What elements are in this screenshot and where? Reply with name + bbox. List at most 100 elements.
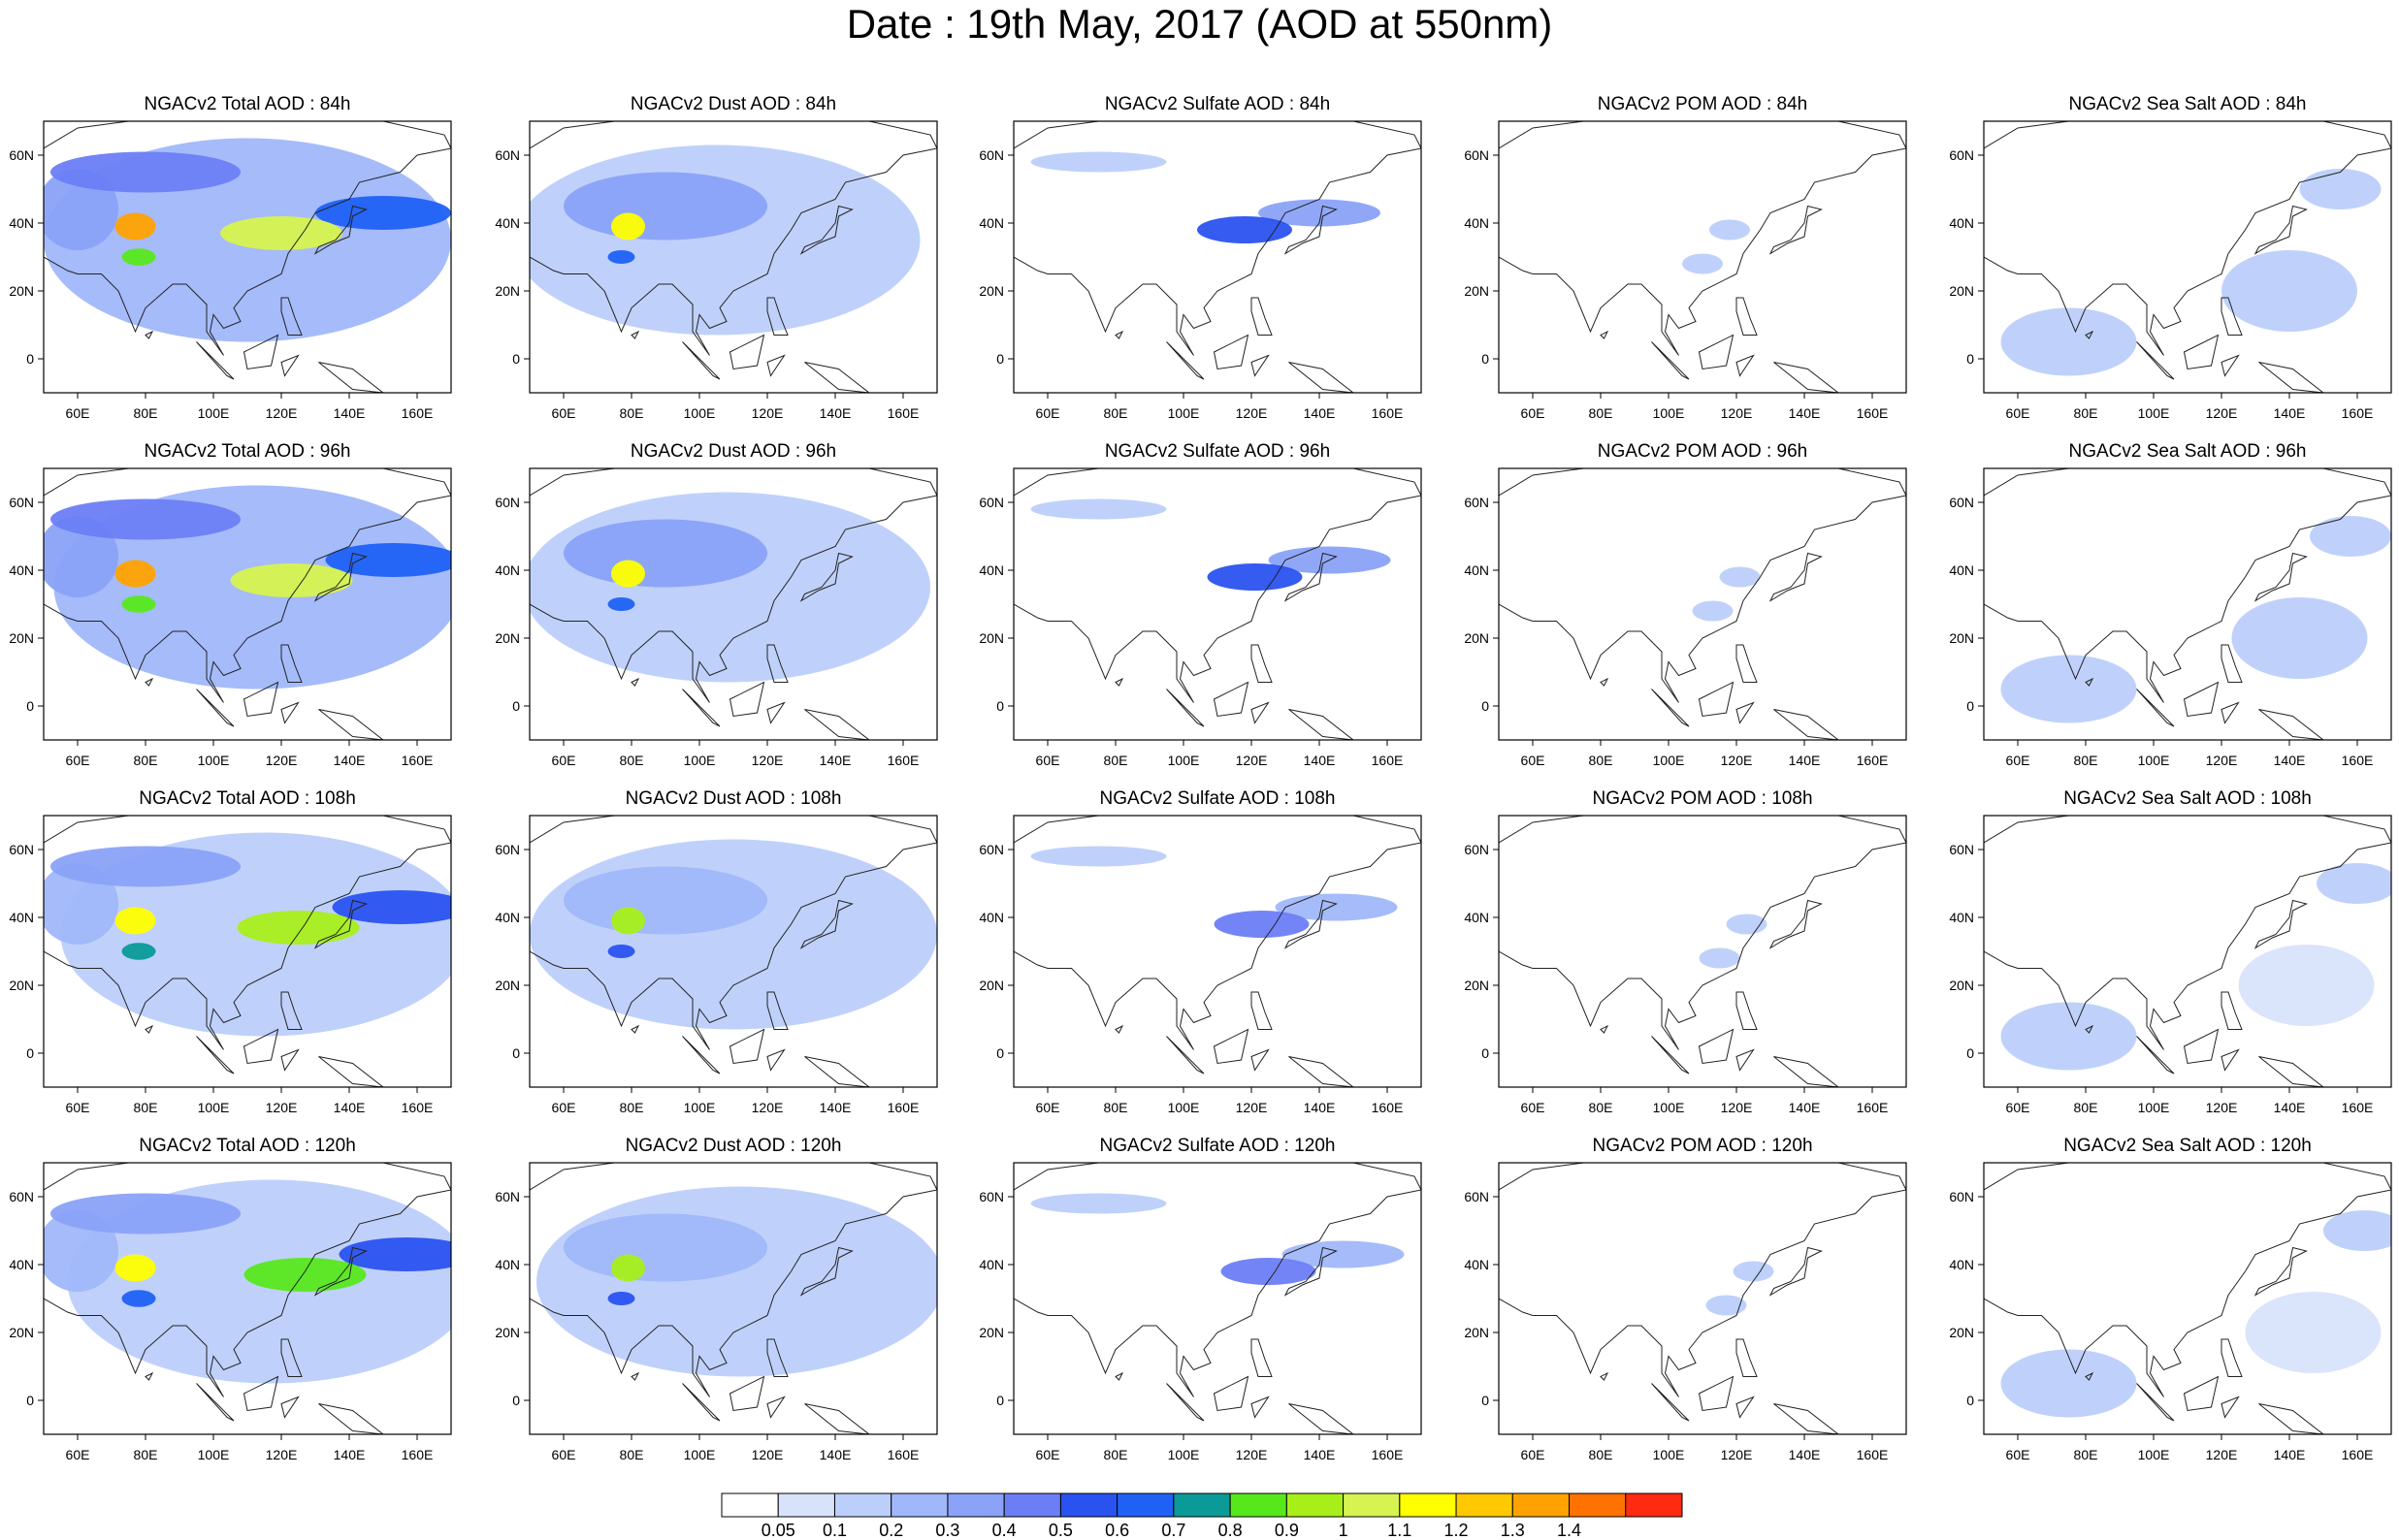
map-frame bbox=[1013, 467, 1422, 741]
coastline bbox=[631, 1371, 640, 1381]
lon-tick-label: 60E bbox=[66, 405, 90, 421]
coastline bbox=[1166, 1036, 1205, 1075]
colorbar-label: 0.5 bbox=[1049, 1521, 1073, 1539]
coastline bbox=[2258, 709, 2324, 740]
lat-tick-label: 40N bbox=[495, 562, 520, 578]
lat-tick-label: 40N bbox=[979, 562, 1004, 578]
lon-tick-label: 140E bbox=[1789, 753, 1821, 768]
aod-feature bbox=[237, 911, 360, 945]
coastline bbox=[1768, 899, 1823, 949]
lon-tick-label: 140E bbox=[1304, 753, 1336, 768]
aod-feature bbox=[530, 144, 921, 336]
aod-feature bbox=[50, 846, 241, 887]
coastline bbox=[2221, 701, 2240, 724]
lon-tick-label: 120E bbox=[1236, 405, 1268, 421]
aod-feature bbox=[1220, 1258, 1316, 1285]
colorbar-swatch bbox=[721, 1492, 779, 1518]
aod-feature bbox=[114, 212, 156, 241]
aod-feature bbox=[1207, 563, 1303, 591]
aod-feature bbox=[611, 212, 645, 241]
coastline bbox=[1735, 1048, 1755, 1072]
coastline bbox=[1773, 1403, 1839, 1434]
lon-tick-label: 120E bbox=[752, 753, 784, 768]
aod-feature bbox=[339, 1237, 451, 1271]
colorbar-swatch bbox=[1003, 1492, 1061, 1518]
coastline bbox=[1115, 1371, 1124, 1381]
aod-feature bbox=[1726, 914, 1767, 935]
lon-tick-label: 100E bbox=[1168, 1100, 1200, 1115]
lon-tick-label: 140E bbox=[820, 405, 852, 421]
panel-title: NGACv2 Sea Salt AOD : 108h bbox=[2063, 788, 2312, 809]
coastline bbox=[1166, 1383, 1205, 1422]
aod-feature bbox=[1733, 1261, 1774, 1282]
coastline bbox=[1166, 689, 1205, 727]
lat-tick-label: 40N bbox=[1949, 215, 1974, 231]
lon-tick-label: 60E bbox=[66, 1100, 90, 1115]
coastline bbox=[44, 121, 451, 356]
coastline bbox=[196, 1036, 235, 1075]
coastline bbox=[2258, 1056, 2324, 1087]
panel-title: NGACv2 Sulfate AOD : 120h bbox=[1100, 1136, 1336, 1156]
coastline bbox=[1250, 354, 1270, 377]
lon-tick-label: 100E bbox=[1653, 1447, 1685, 1462]
aod-feature bbox=[114, 560, 156, 588]
lat-tick-label: 40N bbox=[979, 215, 1004, 231]
colorbar-label: 1.3 bbox=[1501, 1521, 1525, 1539]
lat-tick-label: 0 bbox=[996, 1393, 1004, 1408]
lon-tick-label: 60E bbox=[2006, 405, 2030, 421]
lat-tick-label: 0 bbox=[512, 1045, 520, 1061]
coastline bbox=[313, 1246, 368, 1297]
panel-title: NGACv2 Dust AOD : 120h bbox=[626, 1136, 842, 1156]
panel-title: NGACv2 Dust AOD : 108h bbox=[626, 788, 842, 809]
lat-tick-label: 20N bbox=[1464, 283, 1489, 299]
colorbar-swatch bbox=[1285, 1492, 1345, 1518]
lon-tick-label: 140E bbox=[1304, 1100, 1336, 1115]
lon-tick-label: 100E bbox=[198, 1100, 230, 1115]
coastline bbox=[2136, 341, 2175, 380]
coastline bbox=[1768, 1246, 1823, 1297]
aod-feature bbox=[1030, 846, 1167, 867]
aod-feature bbox=[1030, 151, 1167, 173]
map-frame bbox=[1983, 467, 2392, 741]
lon-tick-label: 120E bbox=[1236, 1447, 1268, 1462]
lon-tick-label: 140E bbox=[2274, 753, 2306, 768]
lat-tick-label: 20N bbox=[495, 1325, 520, 1340]
coastline bbox=[280, 1048, 300, 1072]
coastline bbox=[313, 205, 368, 255]
lat-tick-label: 20N bbox=[979, 283, 1004, 299]
map-frame bbox=[529, 120, 938, 394]
lat-tick-label: 60N bbox=[1464, 147, 1489, 163]
map-frame bbox=[529, 815, 938, 1088]
aod-feature bbox=[121, 1290, 156, 1307]
lat-tick-label: 40N bbox=[495, 215, 520, 231]
lon-tick-label: 160E bbox=[1857, 753, 1889, 768]
aod-feature bbox=[114, 1254, 156, 1282]
aod-feature bbox=[564, 519, 767, 588]
coastline bbox=[766, 1396, 786, 1419]
coastline bbox=[631, 1024, 640, 1034]
lat-tick-label: 0 bbox=[1481, 1393, 1489, 1408]
panel-title: NGACv2 Total AOD : 96h bbox=[145, 441, 351, 462]
colorbar-label: 0.9 bbox=[1275, 1521, 1299, 1539]
lon-tick-label: 80E bbox=[1104, 1447, 1128, 1462]
coastline bbox=[2258, 362, 2324, 393]
lon-tick-label: 120E bbox=[1721, 1100, 1753, 1115]
coastline bbox=[1698, 334, 1734, 370]
lon-tick-label: 60E bbox=[66, 1447, 90, 1462]
coastline bbox=[2221, 297, 2243, 336]
lat-tick-label: 0 bbox=[1966, 1393, 1974, 1408]
map-frame bbox=[529, 467, 938, 741]
lat-tick-label: 60N bbox=[495, 1189, 520, 1204]
panel-title: NGACv2 Total AOD : 120h bbox=[139, 1136, 356, 1156]
lon-tick-label: 60E bbox=[1036, 1100, 1060, 1115]
coastline bbox=[280, 354, 300, 377]
coastline bbox=[1735, 1338, 1758, 1377]
coastline bbox=[243, 681, 279, 718]
lon-tick-label: 80E bbox=[134, 753, 158, 768]
colorbar-label: 1 bbox=[1339, 1521, 1348, 1539]
coastline bbox=[280, 297, 303, 336]
coastline bbox=[2085, 330, 2094, 339]
aod-feature bbox=[2299, 169, 2382, 209]
coastline bbox=[766, 991, 789, 1030]
lat-tick-label: 20N bbox=[9, 630, 34, 646]
